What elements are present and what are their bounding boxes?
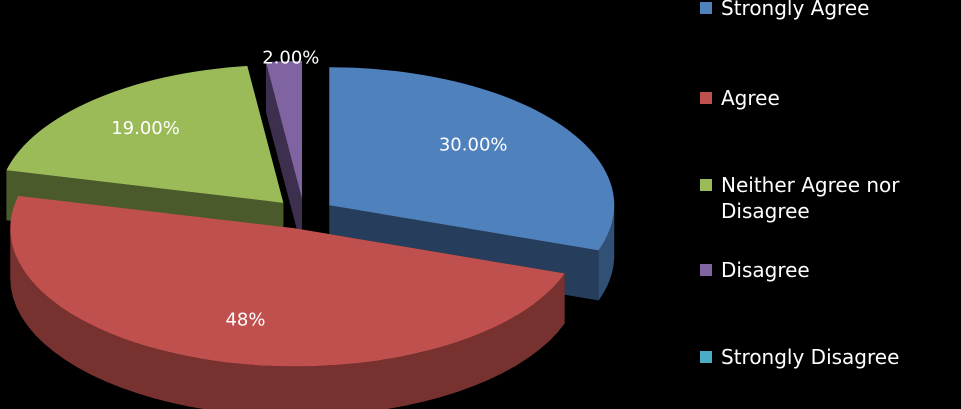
legend-item-neither: Neither Agree nor Disagree xyxy=(700,172,956,224)
legend-label-agree: Agree xyxy=(721,86,780,110)
slice-outer-wall-strongly-agree-0 xyxy=(598,205,615,301)
data-label-agree: 48% xyxy=(225,309,265,330)
legend-swatch-neither xyxy=(700,179,712,191)
legend-item-disagree: Disagree xyxy=(700,257,956,283)
legend-item-agree: Agree xyxy=(700,85,956,111)
legend-label-neither: Neither Agree nor Disagree xyxy=(721,173,900,223)
slice-tops xyxy=(6,61,615,367)
slice-outer-wall-agree-0 xyxy=(10,228,565,409)
legend-swatch-disagree xyxy=(700,264,712,276)
pie-slice-strongly-agree xyxy=(329,67,615,251)
legend-label-strongly-agree: Strongly Agree xyxy=(721,0,870,20)
pie-slice-neither-agree-nor-disagree xyxy=(6,65,284,203)
data-label-strongly-agree: 30.00% xyxy=(439,135,508,156)
legend-swatch-agree xyxy=(700,92,712,104)
legend-swatch-strongly-disagree xyxy=(700,351,712,363)
legend-item-strongly-disagree: Strongly Disagree xyxy=(700,344,956,370)
legend-item-strongly-agree: Strongly Agree xyxy=(700,0,956,21)
legend: Strongly Agree Agree Neither Agree nor D… xyxy=(700,0,961,409)
slice-inner-wall-disagree-0 xyxy=(265,62,303,250)
data-label-neither-agree-nor-disagree: 19.00% xyxy=(111,118,180,139)
legend-swatch-strongly-agree xyxy=(700,2,712,14)
legend-label-strongly-disagree: Strongly Disagree xyxy=(721,345,900,369)
data-label-disagree: 2.00% xyxy=(262,48,319,69)
legend-label-disagree: Disagree xyxy=(721,258,810,282)
pie-slice-disagree xyxy=(265,61,303,200)
pie-slice-agree xyxy=(10,195,565,367)
slice-labels: 30.00% 48% 19.00% 2.00% xyxy=(111,48,507,331)
